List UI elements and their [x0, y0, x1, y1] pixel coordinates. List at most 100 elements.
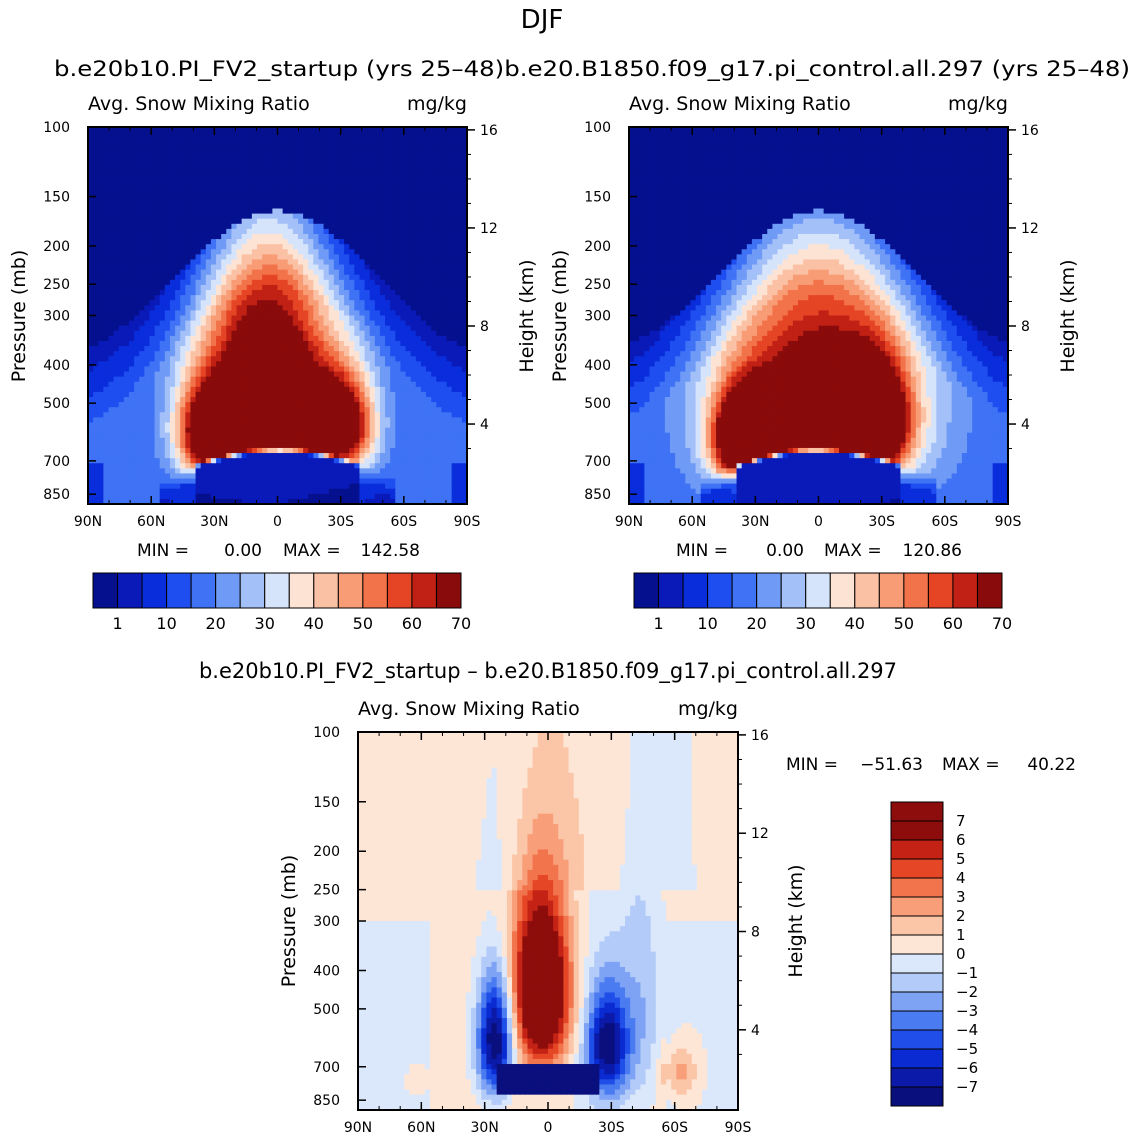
contour-cell [128, 468, 135, 475]
contour-cell [98, 417, 104, 424]
contour-cell [410, 274, 417, 281]
contour-cell [93, 468, 99, 475]
contour-cell [113, 340, 120, 347]
contour-cell [303, 366, 309, 373]
contour-cell [349, 254, 355, 261]
contour-cell [123, 437, 130, 444]
contour-cell [410, 295, 417, 301]
contour-cell [185, 162, 192, 169]
contour-cell [431, 142, 437, 148]
contour-cell [175, 381, 181, 388]
contour-cell [88, 249, 94, 255]
contour-cell [108, 310, 115, 317]
contour-cell [108, 244, 115, 250]
contour-cell [175, 417, 181, 424]
contour-cell [441, 371, 448, 378]
contour-cell [241, 279, 248, 286]
contour-cell [410, 269, 417, 276]
contour-cell [369, 172, 376, 179]
contour-cell [308, 361, 314, 368]
contour-cell [410, 208, 417, 215]
contour-cell [344, 442, 350, 449]
contour-cell [323, 432, 330, 439]
contour-cell [93, 228, 99, 235]
contour-cell [344, 249, 350, 255]
contour-cell [88, 310, 94, 317]
contour-cell [303, 152, 309, 159]
contour-cell [441, 407, 448, 413]
contour-cell [180, 361, 186, 368]
contour-cell [190, 417, 197, 424]
contour-cell [354, 366, 361, 373]
contour-cell [318, 335, 325, 342]
contour-cell [282, 366, 289, 373]
contour-cell [338, 290, 345, 296]
contour-cell [287, 188, 294, 194]
contour-cell [241, 330, 248, 337]
contour-cell [420, 361, 427, 368]
contour-cell [395, 162, 402, 169]
contour-cell [369, 259, 376, 266]
contour-cell [216, 167, 222, 174]
contour-cell [267, 330, 273, 337]
contour-cell [159, 402, 166, 408]
contour-cell [262, 228, 268, 235]
contour-cell [139, 351, 145, 357]
contour-cell [190, 279, 197, 286]
contour-cell [338, 295, 345, 301]
contour-cell [400, 463, 407, 469]
contour-cell [169, 132, 176, 138]
contour-cell [159, 157, 166, 164]
contour-cell [216, 295, 222, 301]
contour-cell [318, 233, 325, 240]
contour-cell [113, 397, 120, 403]
contour-cell [431, 417, 437, 424]
contour-cell [349, 407, 355, 413]
contour-cell [436, 279, 442, 286]
contour-cell [277, 193, 284, 199]
contour-cell [431, 320, 437, 327]
contour-cell [267, 320, 273, 327]
contour-cell [405, 137, 412, 143]
contour-cell [175, 249, 181, 255]
contour-cell [93, 320, 99, 327]
contour-cell [128, 391, 135, 398]
contour-cell [395, 427, 402, 434]
contour-cell [251, 330, 258, 337]
contour-cell [272, 402, 279, 408]
contour-cell [303, 295, 309, 301]
contour-cell [272, 335, 279, 342]
contour-cell [333, 397, 340, 403]
contour-cell [257, 330, 263, 337]
contour-cell [333, 162, 340, 169]
contour-cell [308, 239, 314, 245]
contour-cell [169, 167, 176, 174]
contour-cell [374, 228, 381, 235]
contour-cell [221, 198, 227, 205]
contour-cell [169, 183, 176, 189]
contour-cell [118, 458, 125, 464]
contour-cell [420, 366, 427, 373]
contour-cell [190, 259, 197, 266]
contour-cell [354, 142, 361, 148]
contour-cell [446, 351, 453, 357]
contour-cell [251, 437, 258, 444]
contour-cell [441, 198, 448, 205]
contour-cell [400, 427, 407, 434]
contour-cell [400, 249, 407, 255]
contour-cell [385, 152, 391, 159]
contour-cell [123, 177, 130, 184]
contour-cell [210, 177, 217, 184]
contour-cell [292, 346, 299, 352]
contour-cell [385, 417, 391, 424]
contour-cell [308, 244, 314, 250]
contour-cell [436, 330, 442, 337]
contour-cell [349, 188, 355, 194]
contour-cell [292, 463, 299, 469]
contour-cell [323, 147, 330, 154]
contour-cell [338, 167, 345, 174]
contour-cell [282, 442, 289, 449]
contour-cell [93, 213, 99, 220]
contour-cell [169, 233, 176, 240]
